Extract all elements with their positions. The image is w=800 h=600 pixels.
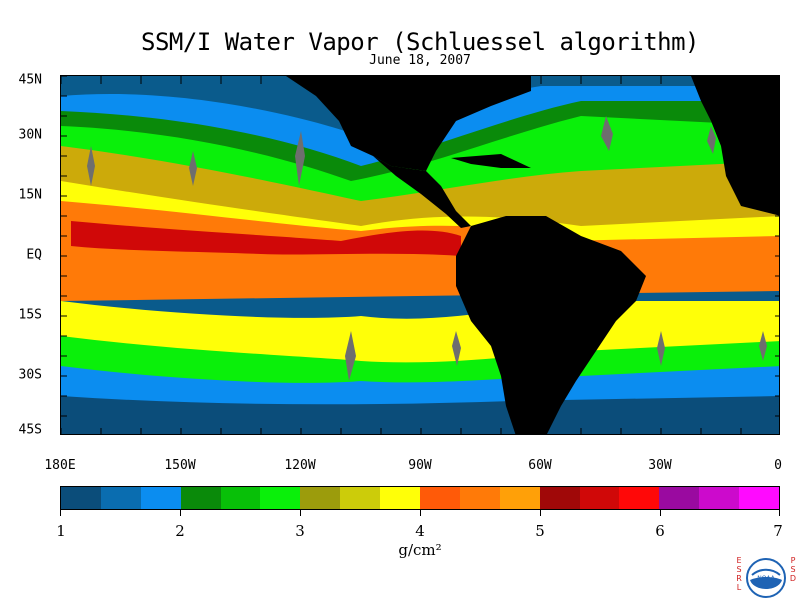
lon-label-180e: 180E: [44, 458, 76, 473]
swath-gap: [601, 116, 613, 151]
map-tick-marks: [61, 76, 779, 434]
africa-europe-landmass: [691, 76, 779, 216]
lat-label-30s: 30S: [18, 367, 42, 383]
colorbar-swatch: [380, 487, 421, 509]
lat-label-45n: 45N: [18, 72, 42, 88]
lon-label-60w: 60W: [528, 458, 552, 473]
colorbar-swatch: [539, 487, 580, 509]
noaa-seal-icon: NOAA: [746, 558, 786, 598]
colorbar-tick: [540, 510, 541, 516]
colorbar-label-7: 7: [773, 522, 783, 540]
lon-label-0: 0: [774, 458, 782, 473]
swath-gap: [452, 331, 461, 366]
south-america-landmass: [456, 216, 646, 434]
lon-label-120w: 120W: [284, 458, 316, 473]
chart-date: June 18, 2007: [369, 53, 471, 68]
colorbar-tick: [180, 510, 181, 516]
colorbar-swatch: [619, 487, 660, 509]
colorbar-tick: [420, 510, 421, 516]
lon-label-90w: 90W: [408, 458, 432, 473]
colorbar-units: g/cm²: [398, 541, 442, 559]
colorbar-label-2: 2: [175, 522, 185, 540]
itcz-core-red: [71, 221, 461, 256]
swath-gap: [189, 151, 197, 186]
lat-label-45s: 45S: [18, 422, 42, 438]
colorbar-label-6: 6: [655, 522, 665, 540]
colorbar-swatch: [579, 487, 620, 509]
swath-gap: [657, 331, 665, 366]
lat-label-30n: 30N: [18, 127, 42, 143]
colorbar-label-1: 1: [56, 522, 66, 540]
map-svg: [61, 76, 779, 434]
colorbar-swatch: [340, 487, 381, 509]
vapor-band-driest-south: [61, 396, 779, 434]
colorbar-swatch: [420, 487, 460, 509]
swath-gap: [87, 146, 95, 186]
lon-label-30w: 30W: [648, 458, 672, 473]
chart-title: SSM/I Water Vapor (Schluessel algorithm): [141, 28, 699, 56]
colorbar-swatch: [100, 487, 141, 509]
swath-gap: [295, 131, 305, 186]
lat-label-15n: 15N: [18, 187, 42, 203]
colorbar-swatch: [260, 487, 301, 509]
colorbar-tick: [300, 510, 301, 516]
colorbar-swatch: [739, 487, 780, 509]
lon-label-150w: 150W: [164, 458, 196, 473]
colorbar-swatch: [61, 487, 101, 509]
colorbar-swatch: [180, 487, 221, 509]
north-america-landmass: [286, 76, 531, 171]
colorbar-tick: [60, 510, 61, 516]
colorbar-swatch: [140, 487, 181, 509]
colorbar-swatch: [699, 487, 740, 509]
caribbean-islands: [451, 154, 531, 168]
swath-gap: [759, 331, 767, 361]
colorbar-label-5: 5: [535, 522, 545, 540]
colorbar-swatch: [459, 487, 500, 509]
colorbar: [60, 486, 780, 510]
lat-label-15s: 15S: [18, 307, 42, 323]
colorbar-tick: [779, 510, 780, 516]
colorbar-label-3: 3: [295, 522, 305, 540]
colorbar-swatch: [659, 487, 700, 509]
central-america-landmass: [373, 156, 471, 228]
colorbar-swatch: [499, 487, 540, 509]
colorbar-label-4: 4: [415, 522, 425, 540]
lat-label-eq: EQ: [26, 247, 42, 263]
swath-gap: [345, 331, 356, 381]
water-vapor-map: [60, 75, 780, 435]
swath-gap: [707, 126, 716, 154]
colorbar-swatch: [300, 487, 341, 509]
colorbar-swatch: [220, 487, 261, 509]
logo-noaa-text: NOAA: [757, 575, 775, 582]
colorbar-tick: [660, 510, 661, 516]
